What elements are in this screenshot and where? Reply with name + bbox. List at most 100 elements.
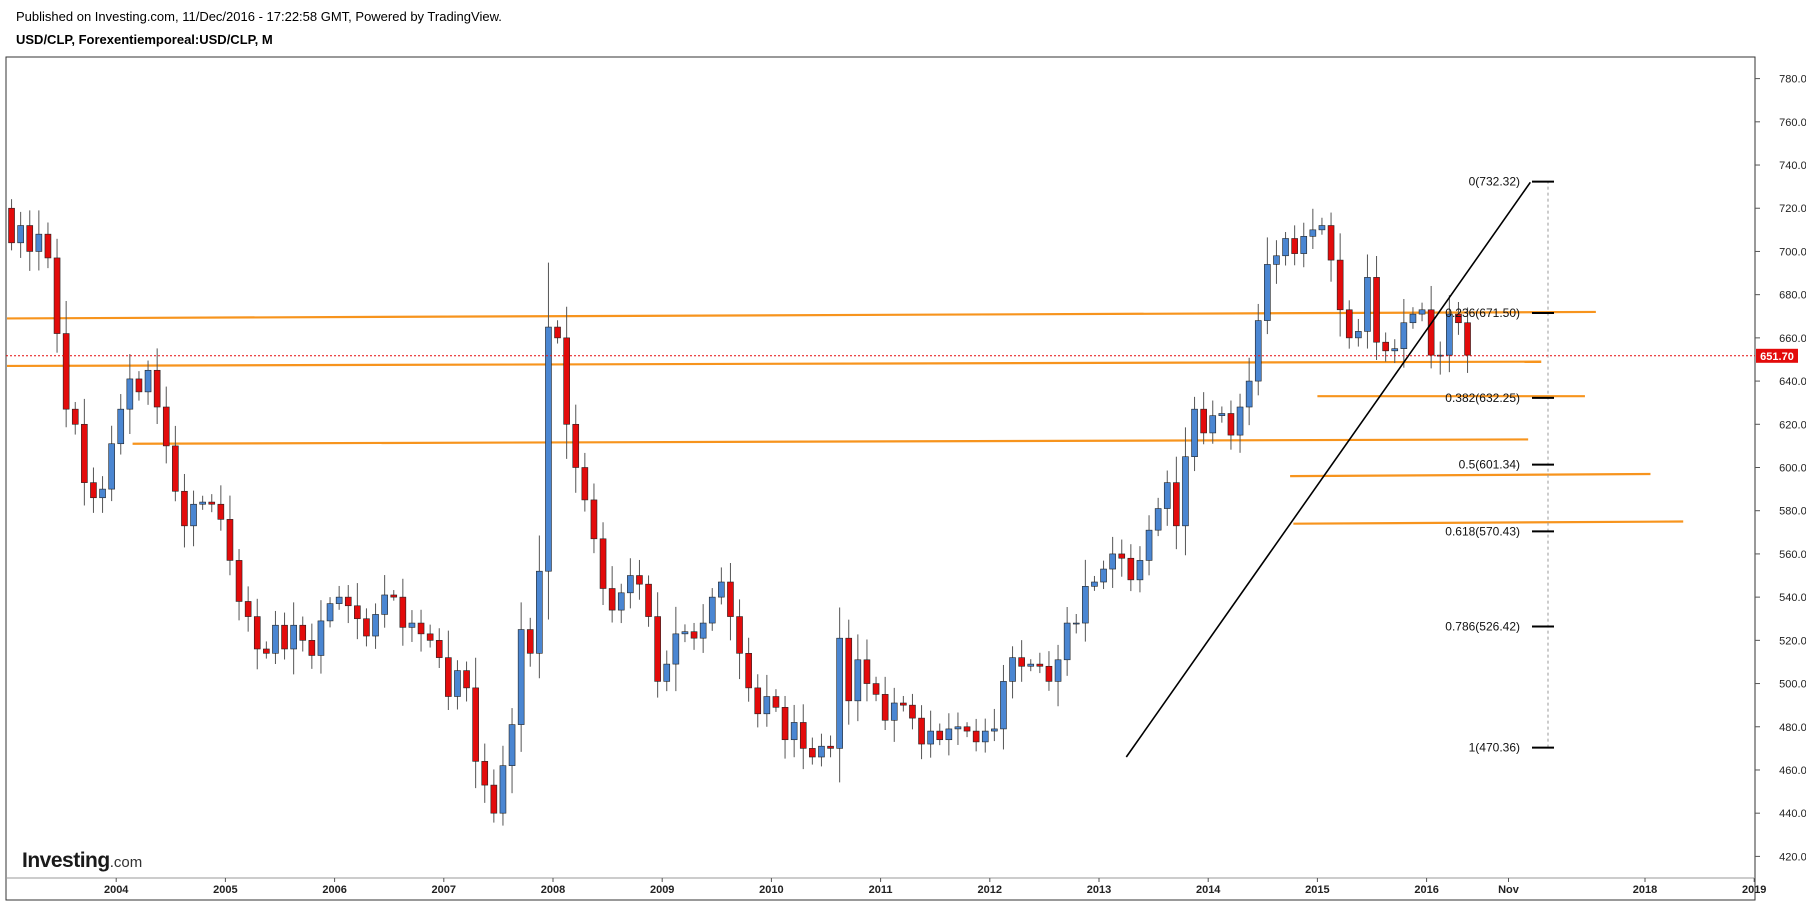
x-tick-label: 2008 [541,884,565,896]
candle-down [181,490,188,527]
candle-up [1209,415,1217,434]
y-tick-label: 720.00 [1779,203,1806,215]
fibonacci-label: 0.5(601.34) [1459,458,1520,472]
y-tick-label: 620.00 [1779,419,1806,431]
candle-up [272,624,279,654]
candle-down [1427,309,1435,356]
y-tick-label: 760.00 [1779,117,1806,129]
candle-down [90,482,97,499]
y-tick-label: 500.00 [1779,679,1806,691]
candle-down [472,687,479,762]
y-tick-label: 640.00 [1779,376,1806,388]
candle-up [144,369,152,393]
candle-down [772,696,780,708]
candle-down [526,629,534,654]
candle-down [263,648,270,654]
candle-down [417,622,425,635]
candle-up [991,728,998,732]
candle-up [108,443,115,490]
y-tick-label: 680.00 [1779,290,1806,302]
candle-up [1100,568,1107,583]
y-tick-label: 580.00 [1779,506,1806,518]
candle-up [627,575,634,594]
fibonacci-label: 0(732.32) [1469,175,1520,189]
candle-down [363,618,370,637]
y-tick-label: 740.00 [1779,160,1806,172]
candle-up [763,696,771,715]
candle-up [672,633,680,665]
candle-down [972,730,980,743]
candle-down [71,408,79,425]
candle-down [608,588,616,611]
candle-down [354,605,361,620]
x-tick-label: 2014 [1196,884,1221,896]
candle-down [390,594,398,598]
candle-up [1009,657,1016,682]
candle-up [1245,380,1253,408]
candle-up [326,603,334,622]
symbol-line: USD/CLP, Forexentiemporeal:USD/CLP, M [16,32,273,47]
x-tick-label: 2019 [1742,884,1766,896]
candle-down [135,378,143,393]
candle-down [827,745,834,749]
y-tick-label: 660.00 [1779,333,1806,345]
candle-up [372,614,379,637]
candle-down [581,467,589,501]
candle-up [1063,622,1071,661]
candle-up [199,501,206,505]
candle-up [1082,586,1089,624]
candle-down [963,726,971,732]
candle-down [308,640,316,656]
x-tick-label: 2018 [1633,884,1657,896]
candle-down [918,717,925,745]
candle-up [1273,255,1280,265]
current-price-badge [1756,348,1798,363]
x-tick-label: 2007 [432,884,456,896]
candle-down [799,722,807,749]
candle-up [681,631,689,635]
support-resistance-line [132,438,1529,445]
candle-down [936,730,944,741]
candle-up [99,488,106,499]
candle-up [381,594,388,615]
x-tick-label: 2005 [213,884,237,896]
published-line: Published on Investing.com, 11/Dec/2016 … [16,9,502,24]
candle-up [617,592,625,611]
candle-down [244,601,252,617]
x-tick-label: 2013 [1087,884,1111,896]
candle-up [663,663,671,682]
candle-down [226,519,234,561]
candle-up [890,702,898,721]
candle-up [1163,482,1171,509]
candle-up [536,570,543,654]
candle-down [490,784,498,814]
candle-down [881,694,889,721]
current-price-label: 651.70 [1760,351,1794,363]
x-tick-label: 2004 [104,884,129,896]
candle-down [781,707,789,741]
y-tick-label: 460.00 [1779,765,1806,777]
candle-down [1018,657,1025,667]
candle-down [26,225,34,252]
candle-up [508,724,516,766]
y-tick-label: 700.00 [1779,246,1806,258]
candle-down [162,406,170,447]
candle-down [1345,309,1353,339]
candle-down [481,761,489,786]
candle-up [1409,313,1417,324]
candle-down [1291,238,1298,254]
x-tick-label: 2006 [322,884,346,896]
candle-down [235,560,243,602]
candle-down [636,575,643,585]
candle-down [599,538,607,589]
support-resistance-line [6,310,1596,320]
fibonacci-label: 0.236(671.50) [1445,306,1520,320]
candle-up [517,629,525,725]
candle-up [117,408,125,445]
candle-down [281,624,288,650]
candle-up [790,722,798,741]
fibonacci-label: 0.618(570.43) [1445,524,1520,538]
candle-down [809,748,816,758]
support-resistance-line [1290,472,1651,478]
